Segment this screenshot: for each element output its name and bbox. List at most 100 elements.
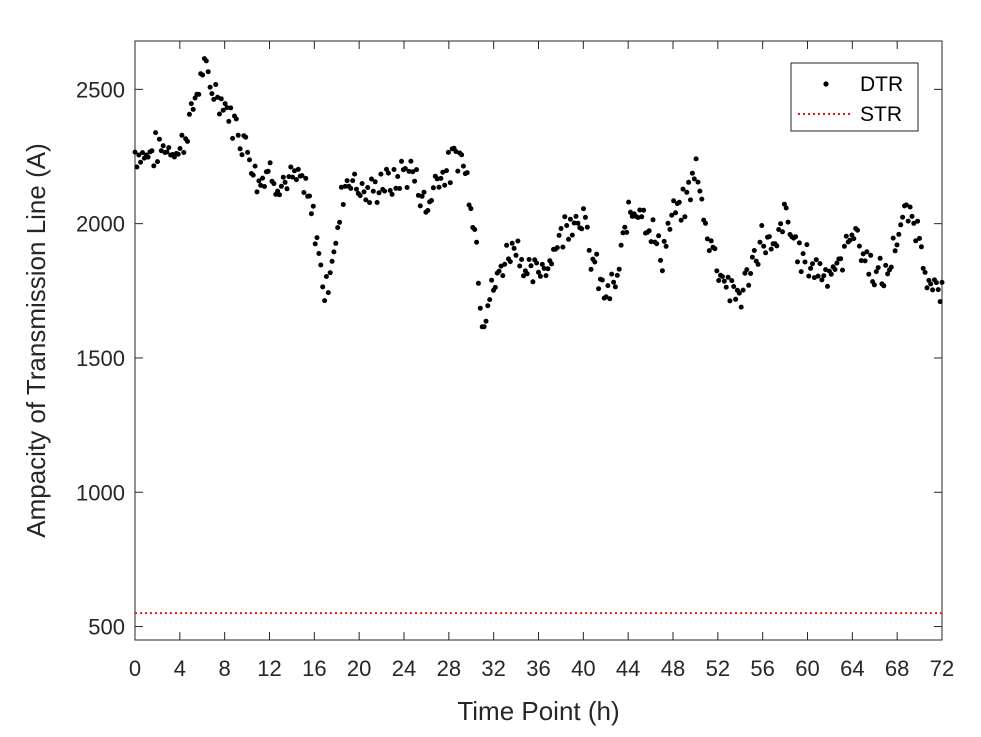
dtr-point	[363, 197, 369, 203]
dtr-point	[528, 263, 534, 269]
x-tick-label: 0	[129, 656, 141, 681]
dtr-point	[573, 213, 579, 219]
dtr-point	[504, 242, 510, 248]
dtr-point	[338, 184, 344, 190]
dtr-point	[265, 168, 271, 174]
dtr-point	[716, 278, 722, 283]
dtr-point	[862, 258, 868, 264]
dtr-point	[697, 188, 703, 194]
dtr-point	[564, 223, 570, 228]
dtr-point	[395, 174, 401, 179]
dtr-point	[217, 111, 222, 117]
dtr-point	[393, 185, 399, 191]
dtr-point	[267, 160, 273, 166]
dtr-point	[378, 171, 384, 177]
dtr-point	[708, 238, 714, 244]
dtr-point	[562, 214, 568, 220]
dtr-point	[905, 218, 911, 224]
dtr-point	[519, 257, 525, 262]
dtr-point	[554, 245, 560, 251]
dtr-point	[654, 241, 660, 247]
dtr-point	[235, 132, 241, 138]
dtr-point	[203, 58, 209, 64]
dtr-point	[609, 271, 615, 277]
dtr-point	[659, 268, 665, 274]
dtr-point	[665, 220, 671, 226]
dtr-point	[567, 216, 573, 222]
dtr-point	[468, 206, 474, 212]
dtr-point	[896, 231, 902, 237]
dtr-point	[359, 181, 365, 186]
dtr-point	[733, 296, 739, 302]
dtr-point	[740, 287, 746, 293]
dtr-point	[804, 242, 810, 248]
dtr-point	[858, 258, 864, 264]
dtr-point	[549, 261, 555, 267]
dtr-point	[186, 111, 192, 117]
dtr-point	[517, 263, 523, 269]
dtr-point	[444, 168, 449, 174]
x-tick-label: 12	[257, 656, 281, 681]
dtr-point	[543, 273, 549, 279]
x-tick-label: 44	[616, 656, 640, 681]
dtr-point	[834, 260, 840, 266]
dtr-point	[703, 220, 708, 226]
dtr-point	[250, 172, 256, 178]
dtr-point	[329, 258, 335, 264]
dtr-point	[894, 242, 900, 248]
dtr-point	[344, 178, 350, 184]
dtr-point	[397, 186, 403, 191]
dtr-point	[384, 166, 389, 172]
dtr-point	[892, 248, 898, 254]
dtr-point	[239, 152, 245, 158]
dtr-point	[247, 157, 252, 163]
y-tick-label: 2000	[76, 212, 125, 237]
dtr-point	[810, 261, 815, 267]
dtr-point	[511, 245, 517, 251]
dtr-point	[695, 179, 701, 185]
dtr-point	[663, 243, 669, 249]
dtr-point	[192, 95, 198, 101]
dtr-point	[774, 243, 780, 249]
dtr-point	[410, 169, 416, 175]
dtr-point	[883, 262, 889, 268]
dtr-point	[365, 185, 371, 190]
dtr-point	[566, 236, 571, 242]
dtr-point	[284, 186, 290, 192]
dtr-point	[828, 271, 834, 277]
y-tick-label: 2500	[76, 77, 125, 102]
dtr-point	[262, 184, 267, 189]
dtr-point	[521, 273, 526, 279]
dtr-point	[333, 240, 339, 246]
dtr-point	[776, 227, 782, 232]
axis-ticks: 0 4 8 12 16 20 24 28 32 36 40 44 48 52 56 60 64 68 7250010…	[76, 41, 954, 681]
dtr-point	[626, 199, 632, 205]
dtr-point	[361, 189, 367, 195]
dtr-point	[727, 298, 733, 304]
dtr-point	[271, 181, 277, 187]
dtr-point	[612, 284, 618, 290]
dtr-point	[545, 266, 551, 272]
dtr-point	[541, 265, 547, 271]
dtr-point	[898, 222, 904, 228]
dtr-point	[140, 150, 145, 156]
dtr-point	[293, 177, 299, 183]
dtr-point	[524, 271, 530, 277]
dtr-point	[308, 211, 314, 217]
dtr-point	[868, 252, 874, 258]
dtr-point	[316, 251, 322, 256]
dtr-point	[881, 283, 887, 289]
dtr-point	[354, 186, 359, 192]
y-tick-label: 500	[88, 615, 125, 640]
dtr-point	[138, 159, 144, 165]
dtr-point	[258, 182, 264, 188]
dtr-point	[704, 236, 710, 242]
dtr-point	[888, 264, 894, 270]
dtr-point	[314, 235, 320, 241]
dtr-point	[164, 149, 170, 155]
dtr-point	[254, 189, 260, 195]
x-tick-label: 60	[795, 656, 819, 681]
dtr-point	[746, 282, 752, 288]
dtr-point	[808, 265, 814, 271]
dtr-point	[671, 198, 677, 204]
